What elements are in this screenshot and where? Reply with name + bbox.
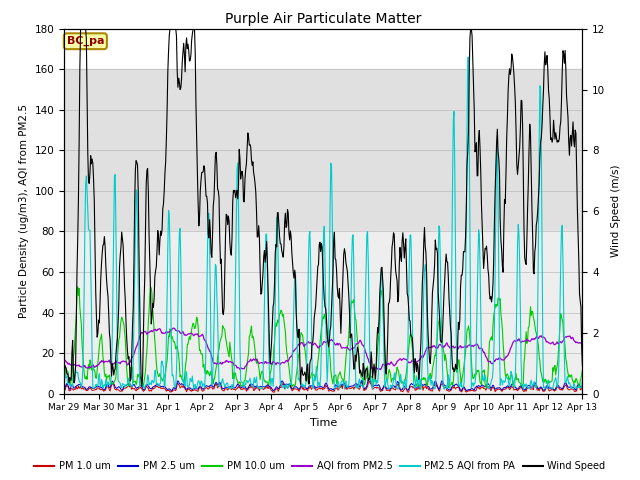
Text: BC_pa: BC_pa [67,36,104,47]
X-axis label: Time: Time [310,418,337,428]
Legend: PM 1.0 um, PM 2.5 um, PM 10.0 um, AQI from PM2.5, PM2.5 AQI from PA, Wind Speed: PM 1.0 um, PM 2.5 um, PM 10.0 um, AQI fr… [31,457,609,475]
Y-axis label: Particle Density (ug/m3), AQI from PM2.5: Particle Density (ug/m3), AQI from PM2.5 [19,104,29,318]
Title: Purple Air Particulate Matter: Purple Air Particulate Matter [225,12,421,26]
Bar [64,69,582,231]
Bar [64,231,582,394]
Y-axis label: Wind Speed (m/s): Wind Speed (m/s) [611,165,621,257]
